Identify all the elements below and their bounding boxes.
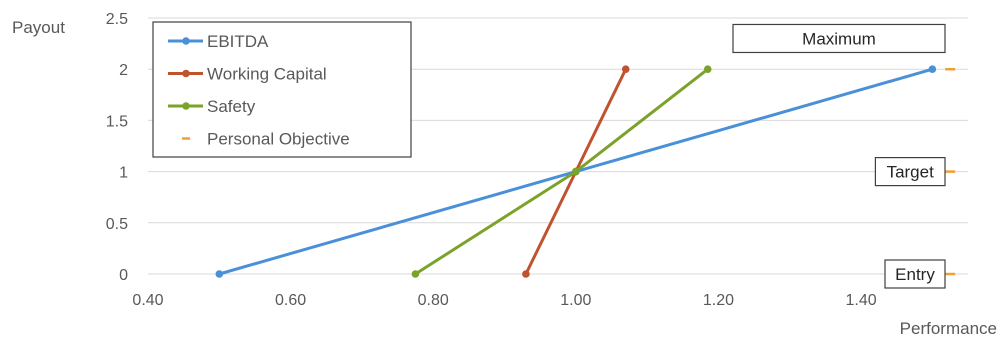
x-tick-label: 1.20: [703, 292, 734, 309]
annotation-label: Entry: [895, 265, 935, 284]
y-tick-label: 2.5: [106, 11, 128, 28]
legend-label: Personal Objective: [207, 130, 350, 149]
legend-label: EBITDA: [207, 32, 269, 51]
x-tick-label: 1.40: [845, 292, 876, 309]
annotation-box: [874, 157, 946, 187]
legend-label: Safety: [207, 97, 256, 116]
y-tick-label: 1: [119, 165, 128, 182]
x-axis-title: Performance: [900, 319, 997, 338]
y-tick-label: 1.5: [106, 113, 128, 130]
x-tick-label: 1.00: [560, 292, 591, 309]
legend-swatch-marker: [182, 37, 190, 45]
annotation-label: Target: [887, 163, 935, 182]
series-point: [572, 167, 580, 176]
y-tick-label: 2: [119, 62, 128, 79]
annotation-box: [884, 259, 946, 289]
series-point: [703, 65, 712, 73]
y-tick-label: 0: [119, 267, 128, 284]
y-axis-title: Payout: [12, 18, 65, 37]
y-tick-label: 0.5: [106, 216, 128, 233]
series-point: [215, 270, 224, 278]
annotation-box: [732, 23, 946, 54]
x-tick-label: 0.60: [275, 292, 306, 309]
legend-box: [152, 21, 412, 158]
series-point: [621, 65, 630, 73]
x-tick-label: 0.80: [418, 292, 449, 309]
legend-swatch-marker: [182, 69, 190, 78]
legend-swatch-marker: [182, 102, 190, 110]
legend-label: Working Capital: [207, 65, 327, 84]
annotation-label: Maximum: [802, 29, 876, 48]
series-point: [522, 270, 530, 278]
x-tick-label: 0.40: [132, 292, 163, 309]
series-point: [928, 65, 937, 73]
series-point: [411, 270, 420, 278]
